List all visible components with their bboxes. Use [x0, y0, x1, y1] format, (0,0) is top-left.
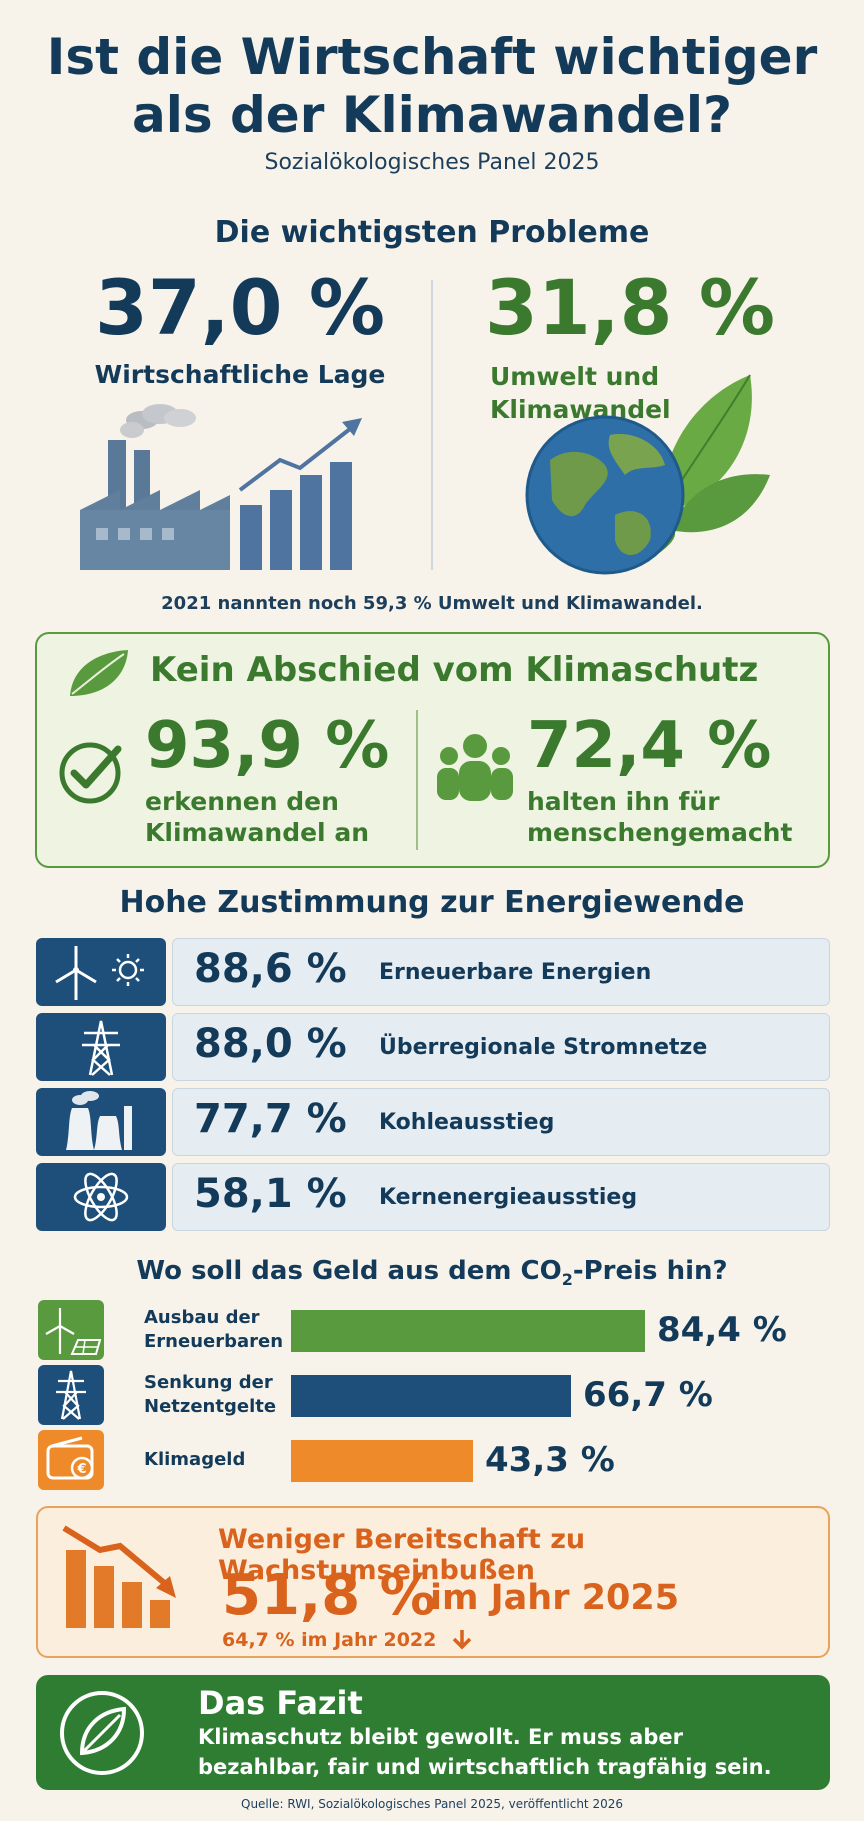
co2-icon-box: €	[38, 1430, 104, 1490]
energy-percent: 77,7 %	[194, 1096, 347, 1142]
manmade-percent: 72,4 %	[527, 709, 772, 783]
recognize-percent: 93,9 %	[145, 709, 390, 783]
co2-label: Ausbau der Erneuerbaren	[144, 1306, 304, 1354]
co2-bar	[291, 1310, 645, 1352]
energy-icon-box	[36, 938, 166, 1006]
energy-bar-box	[172, 1088, 830, 1156]
energy-row-nuclear: 58,1 % Kernenergieausstieg	[36, 1163, 830, 1231]
co2-bar	[291, 1375, 571, 1417]
wallet-euro-icon: €	[46, 1436, 94, 1480]
growth-previous-text: 64,7 % im Jahr 2022	[222, 1629, 437, 1651]
energy-label: Kohleausstieg	[379, 1110, 555, 1135]
energy-percent: 88,6 %	[194, 946, 347, 992]
energy-bar-box	[172, 1013, 830, 1081]
recognize-label: erkennen den Klimawandel an	[145, 786, 369, 848]
co2-label: Senkung der Netzentgelte	[144, 1371, 304, 1419]
energy-icon-box	[36, 1013, 166, 1081]
energy-bar-box	[172, 1163, 830, 1231]
problems-note-2021: 2021 nannten noch 59,3 % Umwelt und Klim…	[161, 593, 703, 614]
co2-value: 66,7 %	[583, 1375, 713, 1415]
energy-label: Erneuerbare Energien	[379, 960, 652, 985]
climate-percent: 31,8 %	[484, 263, 776, 352]
manmade-label-line-1: halten ihn für	[527, 787, 720, 816]
manmade-label-line-2: menschengemacht	[527, 818, 793, 847]
energy-percent: 58,1 %	[194, 1171, 347, 1217]
co2-label-line-1: Klimageld	[144, 1449, 246, 1470]
leaf-circle-icon	[60, 1691, 144, 1775]
leaf-icon	[70, 650, 128, 696]
energy-row-coal: 77,7 % Kohleausstieg	[36, 1088, 830, 1156]
wind-solar-icon	[45, 1308, 102, 1355]
co2-label-line-2: Erneuerbaren	[144, 1331, 284, 1352]
co2-label: Klimageld	[144, 1448, 304, 1472]
co2-label-line-1: Senkung der	[144, 1372, 273, 1393]
manmade-label: halten ihn für menschengemacht	[527, 786, 792, 848]
power-pylon-icon	[82, 1020, 120, 1076]
coal-plant-icon	[66, 1091, 132, 1150]
earth-leaf-icon	[525, 374, 770, 575]
energy-row-grids: 88,0 % Überregionale Stromnetze	[36, 1013, 830, 1081]
climate-label-line-1: Umwelt und	[490, 362, 660, 391]
conclusion-text: Klimaschutz bleibt gewollt. Er muss aber…	[198, 1722, 798, 1782]
growth-previous: 64,7 % im Jahr 2022	[222, 1628, 473, 1651]
co2-value: 43,3 %	[485, 1440, 615, 1480]
growth-percent: 51,8 %	[222, 1563, 436, 1628]
conclusion-line-1: Klimaschutz bleibt gewollt. Er muss aber	[198, 1725, 683, 1749]
energy-icon-box	[36, 1088, 166, 1156]
economy-percent: 37,0 %	[94, 263, 386, 352]
co2-heading-pre: Wo soll das Geld aus dem CO	[136, 1256, 562, 1286]
co2-icon-box	[38, 1365, 104, 1425]
conclusion-panel	[36, 1675, 830, 1790]
climate-protection-panel	[35, 632, 830, 868]
svg-text:€: €	[76, 1462, 86, 1477]
declining-bars-icon	[62, 1525, 176, 1628]
energy-percent: 88,0 %	[194, 1021, 347, 1067]
energy-label: Kernenergieausstieg	[379, 1185, 638, 1210]
economy-label: Wirtschaftliche Lage	[94, 360, 386, 389]
recognize-label-line-2: Klimawandel an	[145, 818, 369, 847]
recognize-label-line-1: erkennen den	[145, 787, 339, 816]
growth-year: im Jahr 2025	[430, 1578, 680, 1618]
co2-row-grid-fees: Senkung der Netzentgelte 66,7 %	[38, 1365, 838, 1425]
co2-row-climate-money: € Klimageld 43,3 %	[38, 1430, 838, 1490]
page-title: Ist die Wirtschaft wichtiger als der Kli…	[0, 28, 864, 144]
climate-label: Umwelt und Klimawandel	[490, 360, 690, 426]
problems-divider	[431, 280, 433, 570]
co2-label-line-1: Ausbau der	[144, 1307, 260, 1328]
title-line-1: Ist die Wirtschaft wichtiger	[46, 28, 818, 86]
climate-label-line-2: Klimawandel	[490, 395, 671, 424]
co2-bar	[291, 1440, 473, 1482]
people-icon	[437, 734, 513, 801]
co2-row-renewables: Ausbau der Erneuerbaren 84,4 %	[38, 1300, 838, 1360]
energy-bar-box	[172, 938, 830, 1006]
energy-heading: Hohe Zustimmung zur Energiewende	[119, 885, 745, 920]
page-subtitle: Sozialökologisches Panel 2025	[264, 150, 600, 175]
co2-value: 84,4 %	[657, 1310, 787, 1350]
check-circle-icon	[59, 742, 122, 804]
power-pylon-icon	[56, 1370, 86, 1420]
problems-heading: Die wichtigsten Probleme	[214, 215, 650, 250]
climate-protection-heading: Kein Abschied vom Klimaschutz	[150, 650, 759, 690]
energy-row-renewables: 88,6 % Erneuerbare Energien	[36, 938, 830, 1006]
co2-icon-box	[38, 1300, 104, 1360]
factory-growth-icon	[80, 404, 362, 570]
climate-protection-divider	[416, 710, 418, 850]
co2-heading-post: -Preis hin?	[572, 1256, 728, 1286]
atom-icon	[73, 1172, 129, 1222]
source-note: Quelle: RWI, Sozialökologisches Panel 20…	[241, 1797, 623, 1811]
co2-heading-subscript: 2	[561, 1270, 573, 1290]
conclusion-heading: Das Fazit	[198, 1684, 363, 1722]
arrow-down-icon	[452, 1630, 472, 1650]
co2-label-line-2: Netzentgelte	[144, 1396, 277, 1417]
energy-label: Überregionale Stromnetze	[379, 1035, 708, 1060]
title-line-2: als der Klimawandel?	[131, 86, 733, 144]
co2-heading: Wo soll das Geld aus dem CO2-Preis hin?	[0, 1256, 864, 1289]
wind-sun-icon	[55, 946, 144, 1000]
conclusion-line-2: bezahlbar, fair und wirtschaftlich tragf…	[198, 1755, 772, 1779]
growth-heading: Weniger Bereitschaft zu Wachstumseinbuße…	[218, 1524, 586, 1586]
energy-icon-box	[36, 1163, 166, 1231]
